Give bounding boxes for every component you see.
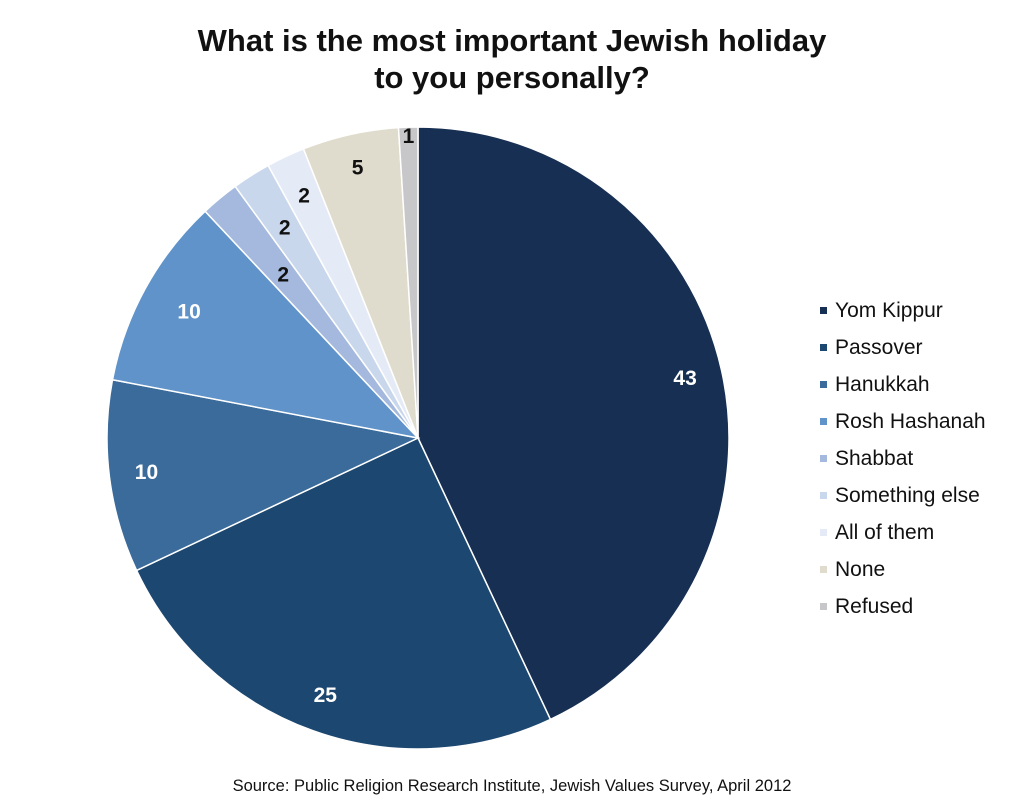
slice-label-yom-kippur: 43	[673, 367, 696, 390]
legend-swatch	[820, 529, 827, 536]
pie-slice-hanukkah	[106, 378, 421, 572]
legend: Yom Kippur Passover Hanukkah Rosh Hashanah S…	[820, 292, 1020, 625]
pie-slice-rosh-hashanah	[111, 210, 421, 440]
legend-swatch	[820, 492, 827, 499]
pie-slice-yom-kippur	[417, 126, 730, 721]
pie-slice-passover	[135, 437, 552, 750]
pie-slice-refused	[397, 126, 419, 439]
legend-swatch	[820, 381, 827, 388]
slice-label-refused: 1	[403, 125, 415, 148]
legend-label: Hanukkah	[835, 372, 930, 396]
legend-item-all-of-them: All of them	[820, 514, 1020, 551]
legend-item-rosh-hashanah: Rosh Hashanah	[820, 403, 1020, 440]
legend-item-none: None	[820, 551, 1020, 588]
legend-swatch	[820, 603, 827, 610]
source-note: Source: Public Religion Research Institu…	[232, 777, 792, 795]
slice-label-all-of-them: 2	[298, 184, 310, 207]
legend-item-passover: Passover	[820, 329, 1020, 366]
slice-label-something-else: 2	[279, 216, 291, 239]
legend-swatch	[820, 418, 827, 425]
legend-label: Something else	[835, 483, 980, 507]
legend-swatch	[820, 307, 827, 314]
legend-label: Yom Kippur	[835, 298, 943, 322]
pie-slices	[106, 126, 730, 750]
slice-label-hanukkah: 10	[135, 461, 158, 484]
slice-label-passover: 25	[314, 684, 338, 707]
legend-item-hanukkah: Hanukkah	[820, 366, 1020, 403]
slice-label-shabbat: 2	[277, 264, 289, 287]
legend-swatch	[820, 455, 827, 462]
legend-item-something-else: Something else	[820, 477, 1020, 514]
chart-title: What is the most important Jewish holida…	[0, 22, 1024, 96]
legend-item-refused: Refused	[820, 588, 1020, 625]
chart-title-line-1: What is the most important Jewish holida…	[197, 23, 827, 58]
slice-label-none: 5	[352, 156, 364, 179]
legend-label: All of them	[835, 520, 935, 544]
slice-label-rosh-hashanah: 10	[177, 301, 200, 324]
legend-swatch	[820, 566, 827, 573]
legend-label: Rosh Hashanah	[835, 409, 986, 433]
legend-label: Passover	[835, 335, 923, 359]
legend-label: Shabbat	[835, 446, 914, 470]
legend-item-yom-kippur: Yom Kippur	[820, 292, 1020, 329]
legend-label: None	[835, 557, 886, 581]
legend-item-shabbat: Shabbat	[820, 440, 1020, 477]
legend-swatch	[820, 344, 827, 351]
legend-label: Refused	[835, 594, 914, 618]
chart-title-line-2: to you personally?	[374, 60, 650, 95]
